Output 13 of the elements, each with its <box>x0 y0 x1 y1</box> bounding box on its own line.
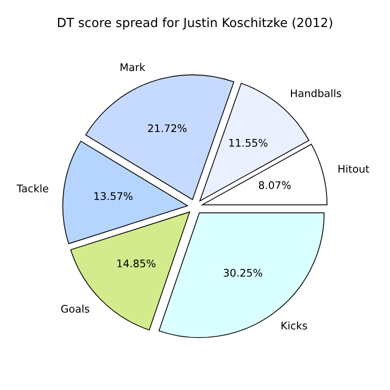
slice-label: Goals <box>61 304 90 313</box>
data-label: 14.85% <box>117 259 156 268</box>
slice-label: Tackle <box>16 184 48 192</box>
slice-label: Hitout <box>338 164 370 173</box>
slice-label: Handballs <box>291 89 342 98</box>
data-label: 21.72% <box>148 124 186 132</box>
slice-label: Kicks <box>282 321 308 330</box>
data-label: 13.57% <box>94 192 132 200</box>
chart-title: DT score spread for Justin Koschitzke (2012) <box>58 18 332 30</box>
data-label: 11.55% <box>229 138 268 147</box>
data-label: 30.25% <box>224 268 262 277</box>
data-label: 8.07% <box>258 181 291 190</box>
slice-label: Mark <box>120 63 146 72</box>
